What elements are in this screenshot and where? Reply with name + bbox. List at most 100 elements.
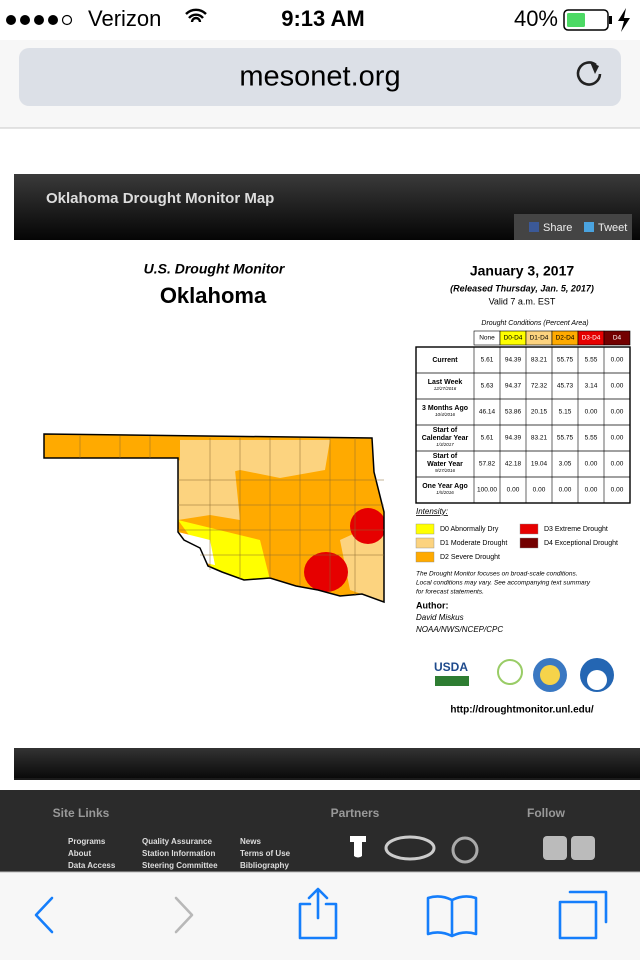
cell: 0.00 xyxy=(611,357,624,364)
url: mesonet.org xyxy=(239,61,400,93)
row-label: Start of xyxy=(433,427,458,434)
noaa-inner xyxy=(587,670,607,690)
ou-logo xyxy=(350,836,366,858)
column-header xyxy=(603,330,631,346)
footer-links: Programs About Data Access Quality Assuranc… xyxy=(68,837,291,870)
cell: 46.14 xyxy=(479,409,496,416)
osu-logo xyxy=(384,835,436,861)
footer-link[interactable]: Steering Committee xyxy=(142,861,218,870)
row-date: 9/27/2016 xyxy=(435,468,456,473)
footer-link[interactable]: Terms of Use xyxy=(240,849,291,858)
tw-icon xyxy=(584,222,594,232)
cell: 0.00 xyxy=(611,383,624,390)
cell: 57.82 xyxy=(479,461,496,468)
column-label: D3-D4 xyxy=(582,335,601,342)
cell: 0.00 xyxy=(611,461,624,468)
column-label: D4 xyxy=(613,335,622,342)
signal-dots xyxy=(6,14,73,26)
author-title: Author: xyxy=(416,600,449,610)
footer-link[interactable]: Programs xyxy=(68,837,106,846)
legend-label: D3 Extreme Drought xyxy=(544,526,608,533)
back-button[interactable] xyxy=(34,896,54,934)
footer-heading: Site Links xyxy=(53,806,110,820)
row-date: 12/27/2016 xyxy=(434,386,457,391)
cell: 5.61 xyxy=(481,435,494,442)
address-bar[interactable] xyxy=(19,48,621,106)
panel-title: Oklahoma Drought Monitor Map xyxy=(46,190,274,207)
cell: 0.00 xyxy=(533,487,546,494)
share-page-button[interactable] xyxy=(298,887,338,940)
tabs-button[interactable] xyxy=(558,890,608,940)
status-bar: Verizon 9:13 AM 40% xyxy=(6,6,630,32)
cell: 55.75 xyxy=(557,357,574,364)
d3-area xyxy=(304,552,348,592)
monitor-link[interactable]: http://droughtmonitor.unl.edu/ xyxy=(450,705,594,716)
wifi-icon xyxy=(185,8,207,23)
carrier: Verizon xyxy=(88,6,161,31)
footer-heading: Partners xyxy=(331,806,380,820)
legend-label: D0 Abnormally Dry xyxy=(440,526,499,533)
legend-swatch xyxy=(519,537,539,549)
usda-logo: USDA xyxy=(434,660,468,674)
row-label: Last Week xyxy=(428,379,463,386)
footer-link[interactable]: About xyxy=(68,849,91,858)
footer-link[interactable]: Data Access xyxy=(68,861,116,870)
cell: 3.14 xyxy=(585,383,598,390)
note: The Drought Monitor focuses on broad-sca… xyxy=(416,571,591,596)
row-date: 10/4/2016 xyxy=(435,412,456,417)
footer-link[interactable]: Quality Assurance xyxy=(142,837,213,846)
twitter-icon[interactable] xyxy=(571,836,595,860)
cell: 0.00 xyxy=(585,409,598,416)
cell: 5.55 xyxy=(585,435,598,442)
cell: 5.63 xyxy=(481,383,494,390)
fb-icon xyxy=(529,222,539,232)
cell: 0.00 xyxy=(611,435,624,442)
cell: 20.15 xyxy=(531,409,548,416)
cell: 5.61 xyxy=(481,357,494,364)
cell: 0.00 xyxy=(585,487,598,494)
row-date: 1/3/2017 xyxy=(436,442,454,447)
footer-link[interactable]: News xyxy=(240,837,261,846)
battery-tip xyxy=(609,16,612,24)
legend-label: D2 Severe Drought xyxy=(440,554,500,561)
commerce-inner xyxy=(540,665,560,685)
cell: 55.75 xyxy=(557,435,574,442)
cell: 3.05 xyxy=(559,461,572,468)
d3-area xyxy=(350,508,384,544)
map-released: (Released Thursday, Jan. 5, 2017) xyxy=(450,283,594,293)
row-label: 3 Months Ago xyxy=(422,405,468,412)
bookmarks-button[interactable] xyxy=(426,895,478,938)
d0-area xyxy=(178,520,270,580)
map-valid: Valid 7 a.m. EST xyxy=(489,296,556,306)
cell: 83.21 xyxy=(531,357,548,364)
cell: 94.39 xyxy=(505,357,522,364)
cell: 0.00 xyxy=(585,461,598,468)
map-heading: U.S. Drought Monitor xyxy=(144,261,286,277)
author-name: David Miskus xyxy=(416,613,464,622)
share-button[interactable]: Share xyxy=(543,222,572,234)
facebook-icon[interactable] xyxy=(543,836,567,860)
intensity-title: Intensity: xyxy=(416,507,448,516)
map-state: Oklahoma xyxy=(160,283,267,308)
reload-icon[interactable] xyxy=(576,61,602,86)
footer-heading: Follow xyxy=(527,806,566,820)
cell: 42.18 xyxy=(505,461,522,468)
battery-icon xyxy=(563,9,609,31)
row-label: Calendar Year xyxy=(422,435,469,442)
cell: 72.32 xyxy=(531,383,548,390)
column-label: D0-D4 xyxy=(504,335,523,342)
row-label: Water Year xyxy=(427,461,463,468)
footer-link[interactable]: Bibliography xyxy=(240,861,289,870)
forward-button[interactable] xyxy=(174,896,194,934)
legend-swatch xyxy=(519,523,539,535)
row-label: One Year Ago xyxy=(422,483,468,490)
footer-link[interactable]: Station Information xyxy=(142,849,215,858)
battery-percent: 40% xyxy=(514,6,558,31)
partner-logo xyxy=(451,836,479,864)
cell: 0.00 xyxy=(611,487,624,494)
column-label: D2-D4 xyxy=(556,335,575,342)
tweet-button[interactable]: Tweet xyxy=(598,222,627,234)
legend-label: D1 Moderate Drought xyxy=(440,540,507,547)
